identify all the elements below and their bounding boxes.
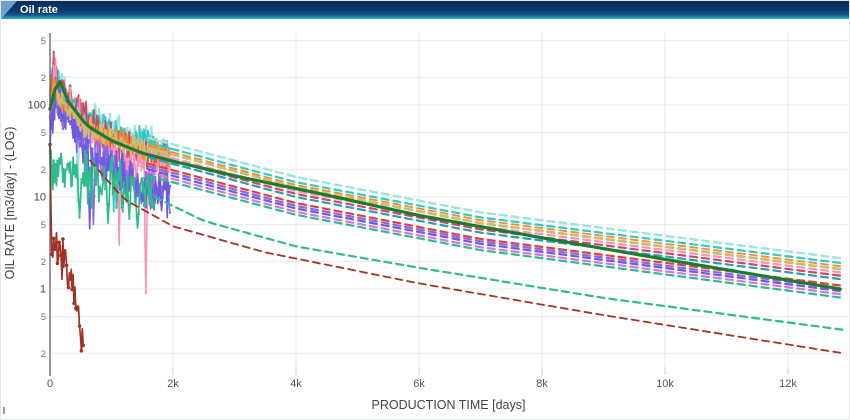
series-forecast-2 [147,141,845,265]
svg-text:10: 10 [34,192,46,204]
series-history-10 [48,142,85,353]
panel-header[interactable]: Oil rate [1,1,849,19]
series-forecast-10 [147,168,845,293]
y-axis-tick-labels: 5 2 100 5 2 10 5 2 1 5 2 [28,36,46,360]
y-axis-title: OIL RATE [m3/day] - (LOG) [3,127,17,280]
series-forecast-11 [147,171,845,296]
series-forecast-3 [147,144,845,268]
svg-text:PRODUCTION TIME [days]: PRODUCTION TIME [days] [372,398,526,412]
panel-title: Oil rate [20,4,58,16]
svg-text:2: 2 [41,165,46,176]
svg-text:10k: 10k [656,378,674,390]
svg-text:2: 2 [41,257,46,268]
oil-rate-chart[interactable]: 5 2 100 5 2 10 5 2 1 5 2 0 2k 4k 6k 8k 10k 12k PRODUCTION … [1,19,850,420]
series-forecast-6 [147,153,845,278]
svg-text:4k: 4k [290,378,302,390]
header-accent-wedge [1,1,17,19]
series-forecast-9 [147,165,845,291]
svg-text:6k: 6k [413,378,425,390]
series-forecast-4 [147,146,845,271]
grid-lines [50,33,847,373]
corner-mark [3,407,5,414]
svg-text:0: 0 [47,378,53,390]
series-forecast-12 [147,174,845,299]
svg-text:5: 5 [41,36,46,47]
svg-text:2: 2 [41,349,46,360]
svg-text:5: 5 [41,220,46,231]
svg-text:12k: 12k [779,378,797,390]
svg-text:100: 100 [28,100,46,112]
svg-text:2: 2 [41,73,46,84]
svg-text:2k: 2k [167,378,179,390]
series-model-trend [48,80,842,291]
series-forecast-low-green [153,195,845,331]
svg-text:5: 5 [41,312,46,323]
x-axis-title: PRODUCTION TIME [days] [372,398,526,412]
series-forecast-7 [147,156,845,281]
svg-text:5: 5 [41,128,46,139]
series-forecast-1 [147,136,845,260]
chart-container: 5 2 100 5 2 10 5 2 1 5 2 0 2k 4k 6k 8k 10k 12k PRODUCTION … [1,19,850,420]
series-forecast-low-darkred [89,159,845,355]
x-axis-tick-labels: 0 2k 4k 6k 8k 10k 12k [47,367,797,390]
svg-text:8k: 8k [536,378,548,390]
svg-text:1: 1 [40,284,46,296]
svg-text:OIL RATE [m3/day] - (LOG): OIL RATE [m3/day] - (LOG) [3,127,17,280]
